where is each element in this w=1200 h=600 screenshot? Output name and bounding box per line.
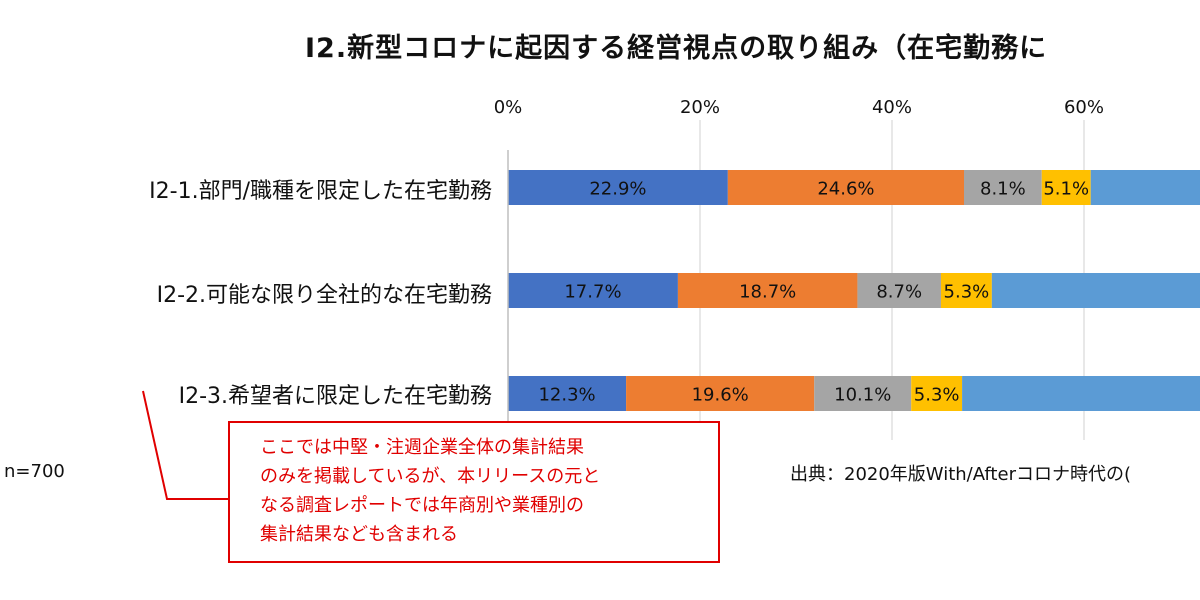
bar-r1-s4: [1041, 170, 1091, 205]
data-label-r2-s3: 8.7%: [876, 282, 922, 303]
data-label-r3-s3: 10.1%: [834, 385, 891, 406]
bar-r2-s1: [508, 273, 678, 308]
data-label-r3-s2: 19.6%: [692, 385, 749, 406]
category-label-3: I2-3.希望者に限定した在宅勤務: [178, 384, 492, 409]
data-label-r2-s2: 18.7%: [739, 282, 796, 303]
x-axis-ticks: 0% 20% 40% 60%: [494, 97, 1104, 118]
sample-size-label: n=700: [4, 461, 65, 482]
category-label-2: I2-2.可能な限り全社的な在宅勤務: [156, 283, 492, 308]
tick-label-20: 20%: [680, 97, 720, 118]
callout-note-box: ここでは中堅・注週企業全体の集計結果 のみを掲載しているが、本リリースの元と な…: [228, 421, 720, 563]
bar-r2-s5: [991, 273, 1200, 308]
bar-r3-s5: [962, 376, 1200, 411]
bar-r3-s1: [508, 376, 627, 411]
callout-leader: [142, 390, 230, 500]
callout-line-2: のみを掲載しているが、本リリースの元と: [260, 466, 601, 487]
data-label-r2-s4: 5.3%: [944, 282, 990, 303]
bar-r1-s5: [1090, 170, 1200, 205]
bar-r2-s2: [677, 273, 858, 308]
source-label: 出典：2020年版With/Afterコロナ時代の(: [790, 464, 1131, 485]
callout-line-3: なる調査レポートでは年商別や業種別の: [260, 495, 584, 516]
tick-label-40: 40%: [872, 97, 912, 118]
data-label-r3-s1: 12.3%: [538, 385, 595, 406]
callout-line-1: ここでは中堅・注週企業全体の集計結果: [260, 437, 584, 458]
category-label-1: I2-1.部門/職種を限定した在宅勤務: [149, 179, 492, 204]
data-label-r1-s3: 8.1%: [980, 179, 1026, 200]
bar-r1-s2: [727, 170, 964, 205]
tick-label-60: 60%: [1064, 97, 1104, 118]
data-label-r3-s4: 5.3%: [914, 385, 960, 406]
data-label-r1-s2: 24.6%: [817, 179, 874, 200]
bar-r1-s1: [508, 170, 728, 205]
bar-r3-s2: [626, 376, 815, 411]
bar-r3-s4: [911, 376, 963, 411]
chart-title: I2.新型コロナに起因する経営視点の取り組み（在宅勤務に: [305, 33, 1048, 64]
bar-r2-s4: [940, 273, 992, 308]
callout-leader-line: [142, 390, 230, 500]
callout-line-4: 集計結果なども含まれる: [260, 524, 458, 545]
chart-bars: 22.9%24.6%8.1%5.1%17.7%18.7%8.7%5.3%412.…: [508, 170, 1200, 411]
data-label-r2-s1: 17.7%: [564, 282, 621, 303]
tick-label-0: 0%: [494, 97, 523, 118]
data-label-r1-s4: 5.1%: [1043, 179, 1089, 200]
bar-r3-s3: [814, 376, 912, 411]
bar-r2-s3: [857, 273, 941, 308]
bar-r1-s3: [964, 170, 1042, 205]
data-label-r1-s1: 22.9%: [589, 179, 646, 200]
